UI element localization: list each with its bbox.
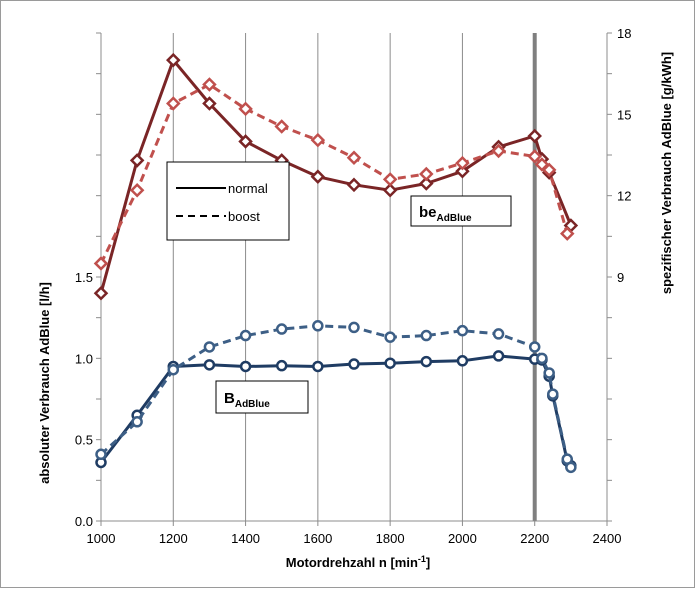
x-tick-label-2000: 2000 [448,531,477,546]
point-be_boost-4 [238,101,253,117]
point-be_boost-8 [382,172,398,187]
point-B_boost-12 [528,341,541,353]
series-line-be_boost [99,83,569,265]
point-B_boost-7 [348,321,360,334]
series-line-be_normal [99,58,573,294]
point-be_boost-15 [559,226,575,241]
point-B_normal-9 [420,355,433,368]
x-tick-label-2400: 2400 [593,531,622,546]
point-be_boost-9 [419,166,434,182]
y-left-tick-label-0.5: 0.5 [75,433,93,448]
annotation-be-box [410,195,512,227]
point-be_normal-12 [527,128,542,144]
y-right-tick-label-15: 15 [617,107,631,122]
point-be_boost-7 [346,150,362,165]
point-B_boost-4 [239,329,252,342]
point-B_normal-8 [384,357,396,369]
point-B_boost-3 [203,341,216,353]
point-B_normal-6 [312,360,324,373]
point-B_boost-14 [543,367,555,379]
y-left-tick-label-1: 1.0 [75,351,93,366]
point-B_normal-10 [456,355,469,367]
gridlines [172,33,537,521]
legend-box [166,161,290,241]
axes: 1000 1200 1400 1600 1800 2000 2200 2400 0.0 0.5 1.… [75,26,632,546]
point-B_boost-8 [384,331,396,343]
point-be_normal-4 [238,134,253,149]
x-tick-label-1800: 1800 [376,531,405,546]
y-axis-right-title: spezifischer Verbrauch AdBlue [g/kWh] [659,52,674,294]
point-be_boost-2 [166,96,181,111]
point-be_normal-9 [419,176,434,191]
point-be_normal-1 [129,153,145,168]
point-be_boost-10 [455,155,470,171]
point-B_normal-3 [203,359,216,371]
series-layer [93,52,579,474]
annotation-b-box [215,380,309,414]
point-be_normal-6 [310,169,326,184]
x-tick-label-2200: 2200 [520,531,549,546]
point-be_boost-1 [129,182,145,198]
point-B_boost-0 [95,448,107,461]
y-axis-left-title: absoluter Verbrauch AdBlue [l/h] [37,282,52,484]
point-be_normal-7 [346,177,362,193]
annotation-be: beAdBlue [410,195,512,227]
y-right-tick-label-9: 9 [617,270,624,285]
y-right-tick-label-18: 18 [617,26,631,41]
x-tick-label-1400: 1400 [231,531,260,546]
point-B_boost-1 [131,416,143,428]
y-right-tick-label-12: 12 [617,189,631,204]
series-B_boost [95,320,577,474]
annotation-b: BAdBlue [215,380,309,414]
point-be_boost-14 [541,162,557,178]
point-be_normal-0 [93,285,109,301]
x-tick-label-1000: 1000 [87,531,116,546]
point-be_boost-0 [93,256,109,271]
point-be_boost-5 [274,119,289,134]
point-B_normal-5 [275,359,288,372]
point-B_normal-11 [492,350,505,362]
legend: normal boost [166,161,290,241]
point-be_normal-8 [382,182,398,198]
point-B_boost-15 [547,388,559,400]
point-B_normal-4 [239,360,252,373]
annotation-b-text: BAdBlue [224,390,270,410]
point-be_normal-10 [455,163,470,179]
point-B_boost-11 [492,328,505,340]
series-line-B_boost [99,324,573,468]
point-B_boost-6 [312,320,324,332]
x-axis-title: Motordrehzahl n [min-1] [286,554,431,570]
point-be_boost-6 [310,132,326,148]
legend-label-boost: boost [228,209,260,224]
point-be_normal-3 [202,96,217,111]
point-B_boost-10 [456,324,469,337]
y-left-tick-label-0: 0.0 [75,514,93,529]
point-B_boost-9 [420,329,433,342]
annotation-be-text: beAdBlue [419,204,472,224]
legend-label-normal: normal [228,181,268,196]
point-B_boost-2 [167,363,180,376]
point-B_boost-13 [536,352,548,365]
point-B_normal-7 [348,358,360,370]
x-tick-label-1600: 1600 [303,531,332,546]
x-tick-label-1200: 1200 [159,531,188,546]
point-be_normal-2 [166,52,181,68]
point-B_boost-17 [565,461,577,474]
point-be_boost-12 [527,149,542,164]
point-be_boost-3 [202,77,217,92]
point-be_boost-11 [491,143,506,159]
y-left-tick-label-1.5: 1.5 [75,270,93,285]
series-be_boost [93,77,575,271]
point-B_boost-5 [275,323,288,335]
